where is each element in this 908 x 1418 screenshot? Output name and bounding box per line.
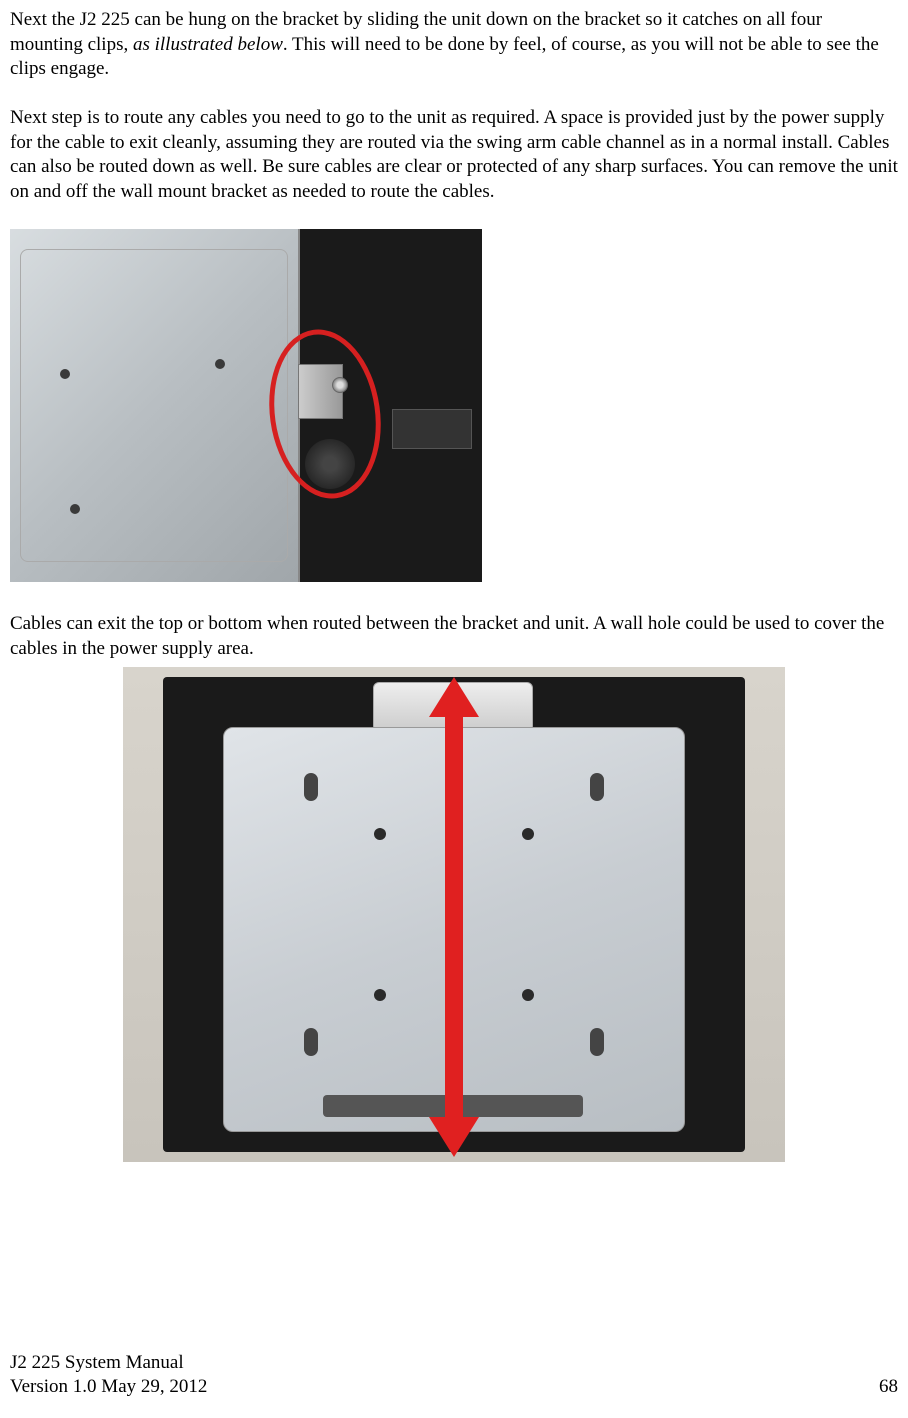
fig2-mount-slot xyxy=(590,1028,604,1056)
fig2-mount-slot xyxy=(304,773,318,801)
fig2-screw-hole xyxy=(522,828,534,840)
figure-cable-routing xyxy=(123,667,785,1162)
fig1-screw-hole xyxy=(215,359,225,369)
page-number: 68 xyxy=(879,1375,898,1400)
footer-version: Version 1.0 May 29, 2012 xyxy=(10,1375,207,1400)
fig1-screw-hole xyxy=(70,504,80,514)
page-footer: J2 225 System Manual Version 1.0 May 29,… xyxy=(10,1351,898,1400)
fig1-label-area xyxy=(392,409,472,449)
footer-left: J2 225 System Manual Version 1.0 May 29,… xyxy=(10,1351,207,1400)
fig2-arrow-head-up xyxy=(429,677,479,717)
footer-title: J2 225 System Manual xyxy=(10,1351,207,1376)
fig1-metal-panel xyxy=(10,229,300,582)
fig2-mount-slot xyxy=(590,773,604,801)
fig2-screw-hole xyxy=(374,989,386,1001)
fig2-arrow-shaft xyxy=(445,707,463,1127)
fig2-screw-hole xyxy=(522,989,534,1001)
fig1-knob xyxy=(305,439,355,489)
fig2-screw-hole xyxy=(374,828,386,840)
paragraph-cable-exit: Cables can exit the top or bottom when r… xyxy=(10,612,898,661)
paragraph-routing: Next step is to route any cables you nee… xyxy=(10,106,898,205)
fig2-mount-slot xyxy=(304,1028,318,1056)
figure-mounting-clip xyxy=(10,229,482,582)
fig1-screw xyxy=(332,377,348,393)
para1-italic: as illustrated below xyxy=(133,34,283,55)
fig2-arrow-head-down xyxy=(429,1117,479,1157)
fig1-screw-hole xyxy=(60,369,70,379)
paragraph-mounting: Next the J2 225 can be hung on the brack… xyxy=(10,8,898,82)
